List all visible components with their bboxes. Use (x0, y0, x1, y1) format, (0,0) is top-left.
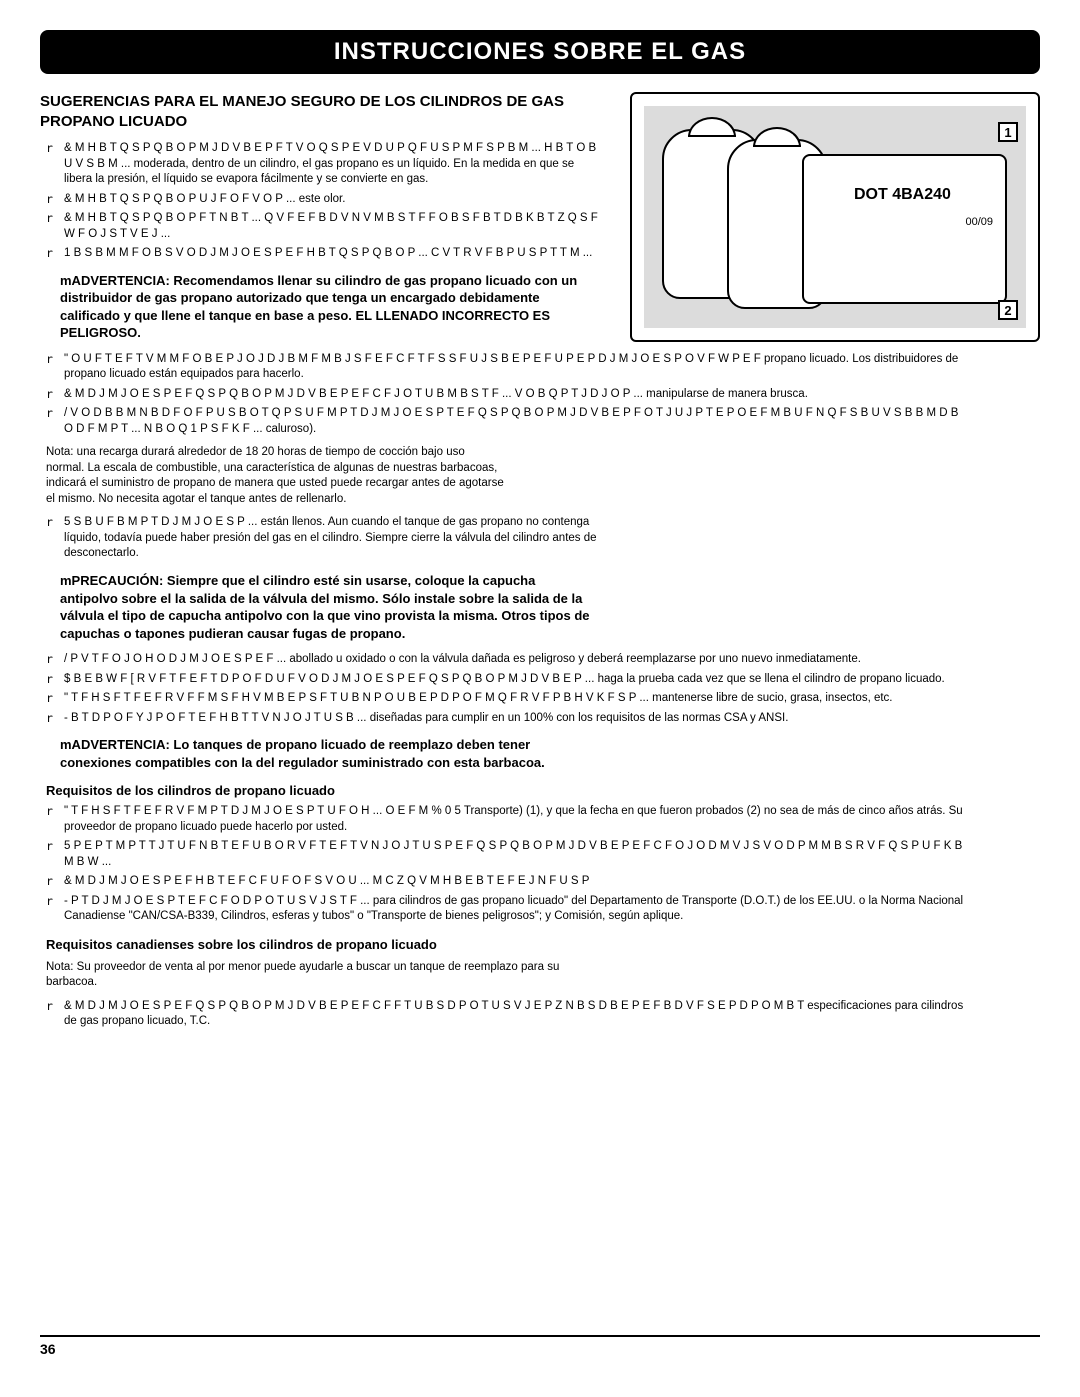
bullets-4: / P V T F O J O H O D J M J O E S P E F … (40, 652, 1040, 726)
list-item: - P T D J M J O E S P T E F C F O D P O … (46, 894, 966, 925)
heading-1: SUGERENCIAS PARA EL MANEJO SEGURO DE LOS… (40, 92, 600, 131)
list-item: $ B E B W F [ R V F T F E F T D P O F D … (46, 672, 966, 688)
list-item: 5 P E P T M P T T J T U F N B T E F U B … (46, 839, 966, 870)
req-heading: Requisitos de los cilindros de propano l… (46, 783, 1040, 798)
bullets-5: " T F H S F T F E F R V F M P T D J M J … (40, 804, 1040, 925)
warning-2: mADVERTENCIA: Lo tanques de propano licu… (60, 736, 590, 771)
bullets-3: 5 S B U F B M P T D J M J O E S P ... es… (40, 515, 600, 562)
page-title: INSTRUCCIONES SOBRE EL GAS (334, 38, 746, 65)
note-1: Nota: una recarga durará alrededor de 18… (46, 445, 506, 507)
precaution: mPRECAUCIÓN: Siempre que el cilindro est… (60, 572, 590, 642)
footer-rule (40, 1335, 1040, 1337)
bullets-2: " O U F T E F T V M M F O B E P J O J D … (40, 352, 1040, 438)
list-item: " T F H S F T F E F R V F F M S F H V M … (46, 691, 966, 707)
list-item: 5 S B U F B M P T D J M J O E S P ... es… (46, 515, 600, 562)
list-item: & M H B T Q S P Q B O P F T N B T ... Q … (46, 211, 600, 242)
callout-2: 2 (998, 300, 1018, 320)
list-item: / P V T F O J O H O D J M J O E S P E F … (46, 652, 966, 668)
bullets-1: & M H B T Q S P Q B O P M J D V B E P F … (40, 141, 600, 262)
note-2: Nota: Su proveedor de venta al por menor… (46, 960, 606, 991)
callout-1: 1 (998, 122, 1018, 142)
page-number: 36 (40, 1341, 56, 1357)
list-item: " O U F T E F T V M M F O B E P J O J D … (46, 352, 966, 383)
list-item: & M D J M J O E S P E F Q S P Q B O P M … (46, 999, 966, 1030)
dot-label: DOT 4BA240 (854, 186, 951, 204)
list-item: / V O D B B M N B D F O F P U S B O T Q … (46, 406, 966, 437)
list-item: " T F H S F T F E F R V F M P T D J M J … (46, 804, 966, 835)
list-item: & M H B T Q S P Q B O P U J F O F V O P … (46, 192, 600, 208)
left-column: SUGERENCIAS PARA EL MANEJO SEGURO DE LOS… (40, 92, 600, 342)
list-item: & M D J M J O E S P E F H B T E F C F U … (46, 874, 966, 890)
list-item: & M D J M J O E S P E F Q S P Q B O P M … (46, 387, 966, 403)
page-title-bar: INSTRUCCIONES SOBRE EL GAS (40, 30, 1040, 74)
tank-diagram: DOT 4BA240 00/09 1 2 (630, 92, 1040, 342)
bullets-6: & M D J M J O E S P E F Q S P Q B O P M … (40, 999, 1040, 1030)
date-label: 00/09 (965, 216, 993, 228)
list-item: - B T D P O F Y J P O F T E F H B T T V … (46, 711, 966, 727)
warning-1: mADVERTENCIA: Recomendamos llenar su cil… (60, 272, 600, 342)
list-item: & M H B T Q S P Q B O P M J D V B E P F … (46, 141, 600, 188)
main-content: DOT 4BA240 00/09 1 2 SUGERENCIAS PARA EL… (40, 92, 1040, 1030)
can-heading: Requisitos canadienses sobre los cilindr… (46, 937, 1040, 952)
tank-label-panel: DOT 4BA240 00/09 (802, 154, 1007, 304)
list-item: 1 B S B M M F O B S V O D J M J O E S P … (46, 246, 600, 262)
